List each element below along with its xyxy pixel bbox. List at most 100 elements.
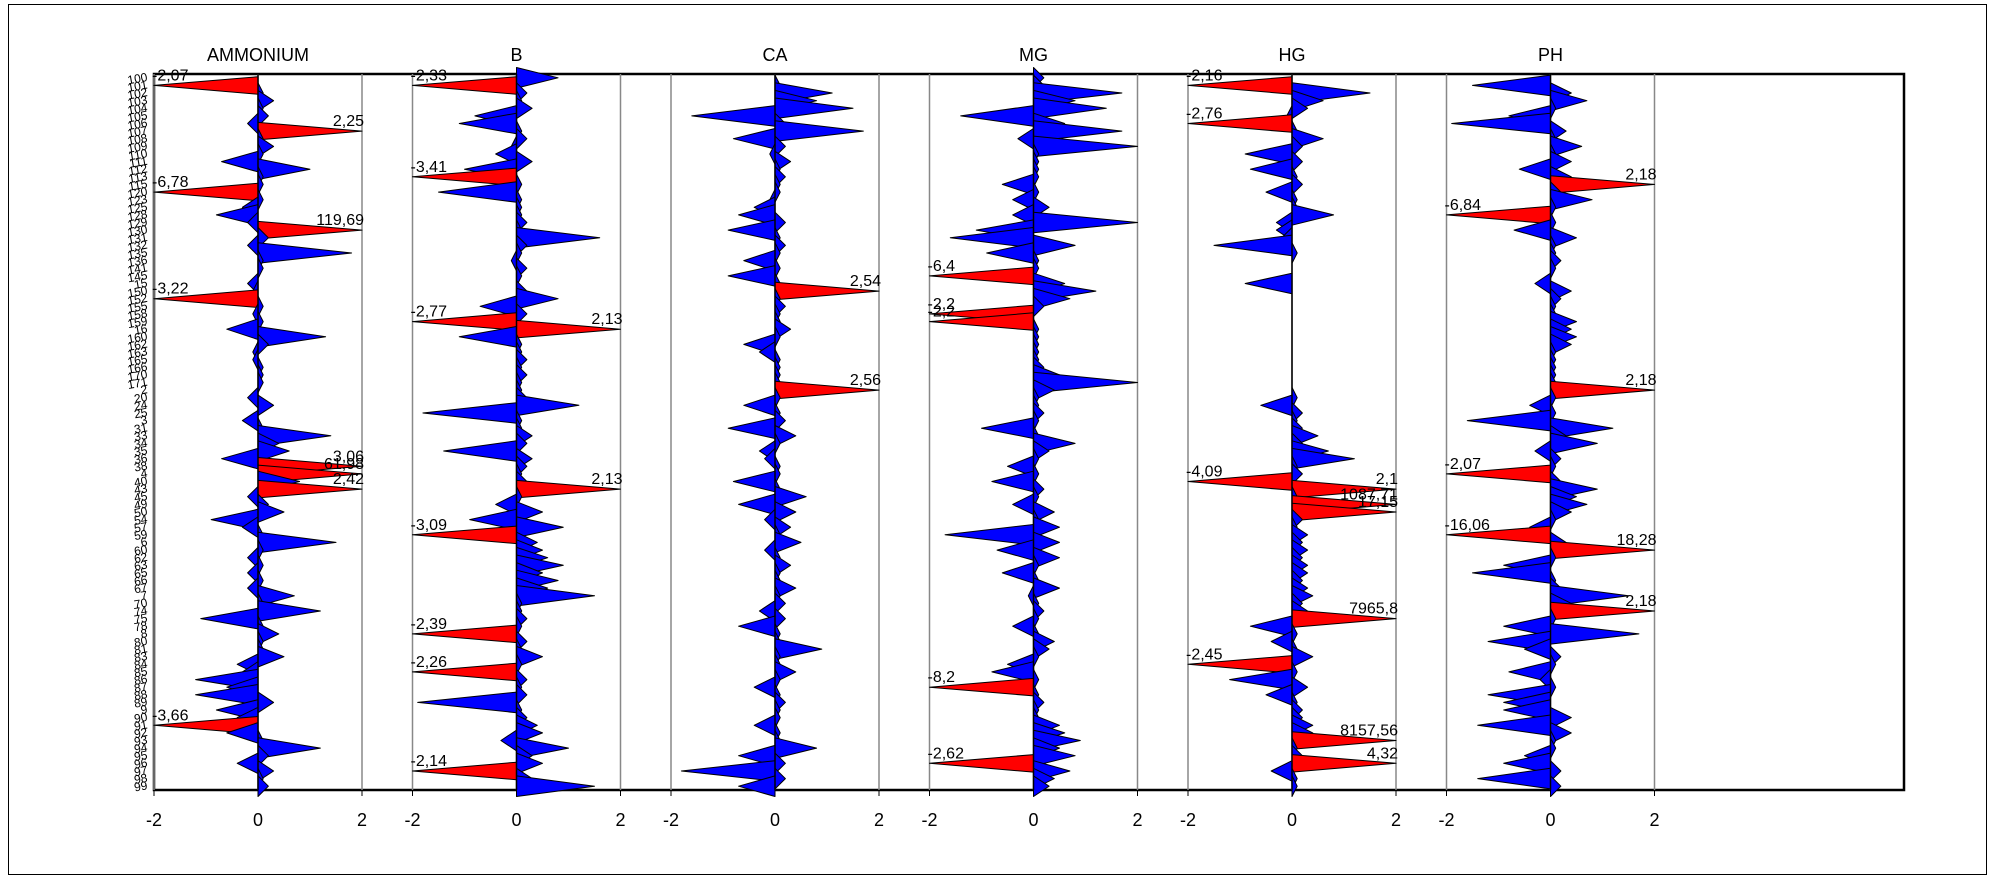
value-label: 2,18	[1625, 593, 1656, 610]
x-tick-label: 0	[770, 810, 780, 830]
y-tick-label: 108	[126, 131, 148, 148]
y-tick-label: 158	[126, 306, 148, 323]
value-spike	[944, 524, 1034, 546]
y-tick-label: 155	[126, 298, 148, 315]
value-spike	[764, 539, 776, 561]
value-label: 8157,56	[1340, 722, 1398, 739]
y-tick-label: 90	[133, 710, 149, 726]
value-label: 1087,71	[1340, 486, 1398, 503]
y-tick-label: 141	[126, 260, 148, 277]
value-spike	[774, 531, 802, 554]
y-tick-label: 86	[133, 672, 149, 688]
value-spike	[1534, 440, 1551, 462]
x-tick-label: -2	[663, 810, 679, 830]
value-spike	[443, 440, 517, 462]
value-spike	[691, 105, 776, 127]
value-spike	[1012, 493, 1034, 516]
y-tick-label: 2	[140, 382, 149, 397]
value-spike	[1513, 219, 1551, 241]
value-spike	[1033, 577, 1060, 599]
y-tick-label: 125	[126, 199, 148, 216]
value-spike	[1550, 775, 1562, 797]
value-label: -6,78	[152, 174, 189, 191]
y-tick-label: 35	[133, 443, 149, 459]
y-tick-label: 81	[133, 641, 149, 657]
y-tick-label: 67	[133, 580, 149, 596]
y-tick-label: 171	[126, 375, 148, 392]
y-tick-label: 3	[140, 413, 149, 428]
value-label: -2,16	[1186, 67, 1223, 84]
y-tick-label: 131	[126, 230, 148, 247]
x-tick-label: 0	[511, 810, 521, 830]
y-tick-label: 128	[126, 207, 148, 224]
value-spike	[257, 242, 353, 264]
y-tick-label: 20	[133, 390, 149, 406]
y-tick-label: 111	[128, 154, 149, 171]
y-tick-label: 34	[133, 436, 149, 452]
y-tick-label: 43	[133, 481, 149, 497]
panel-mg: MG -2 0 2 -6,4 -2,2-2,2 -8,2 -2,62	[921, 45, 1142, 830]
y-tick-label: 99	[133, 778, 149, 794]
value-label: 3,06	[333, 448, 364, 465]
value-spike	[516, 227, 601, 249]
y-tick-label: 136	[126, 253, 148, 270]
x-tick-label: 2	[615, 810, 625, 830]
y-tick-label: 113	[127, 169, 149, 186]
y-tick-label: 15	[133, 276, 149, 292]
value-spike	[500, 729, 517, 752]
value-label: -6,84	[1445, 197, 1482, 214]
y-tick-label: 115	[127, 177, 149, 194]
y-tick-label: 38	[133, 458, 149, 474]
y-tick-label: 66	[133, 573, 149, 589]
y-tick-label: 83	[133, 649, 149, 665]
value-spike	[727, 219, 776, 241]
x-tick-label: 0	[1028, 810, 1038, 830]
value-spike	[510, 249, 517, 272]
x-tick-label: 0	[1287, 810, 1297, 830]
value-label: 2,18	[1625, 372, 1656, 389]
value-spike	[1477, 767, 1551, 790]
value-spike	[516, 67, 559, 89]
y-tick-label: 123	[126, 192, 148, 209]
value-spike	[1249, 615, 1293, 637]
value-spike	[247, 112, 259, 135]
panel-title: HG	[1279, 45, 1306, 65]
y-tick-label: 4	[140, 466, 149, 481]
panel-b: B -2 0 2 -2,33 -3,41 -2,77 2,13 2,13 -3,09 -2,39 -2…	[404, 45, 625, 830]
value-label: -16,06	[1445, 517, 1490, 534]
y-tick-label: 152	[126, 291, 148, 308]
y-tick-label: 8	[140, 626, 149, 641]
value-spike	[417, 691, 517, 714]
y-tick-label: 54	[133, 512, 149, 528]
value-label: -2,2	[928, 296, 956, 313]
y-tick-label: 166	[126, 359, 148, 376]
value-spike	[1249, 158, 1293, 180]
value-label: 2,42	[333, 471, 364, 488]
y-tick-label: 132	[126, 238, 148, 255]
value-spike	[236, 752, 259, 775]
y-tick-label: 145	[126, 268, 148, 285]
y-tick-label: 6	[140, 535, 149, 550]
value-spike	[727, 265, 776, 287]
value-label: 4,32	[1367, 745, 1398, 762]
x-tick-label: 2	[1391, 810, 1401, 830]
y-tick-label: 59	[133, 527, 149, 543]
value-label: -3,22	[152, 281, 189, 298]
value-spike	[1265, 181, 1293, 203]
y-tick-label: 162	[126, 337, 148, 354]
y-tick-label: 101	[126, 78, 148, 95]
value-spike	[257, 645, 285, 668]
y-tick-label: 100	[126, 70, 148, 87]
value-spike	[1518, 158, 1551, 180]
value-spike	[1291, 242, 1298, 264]
value-spike	[516, 97, 533, 120]
value-spike	[1260, 394, 1293, 417]
y-tick-label: 92	[133, 725, 149, 741]
y-tick-label: 104	[126, 100, 148, 117]
value-spike	[516, 287, 559, 310]
value-spike	[516, 516, 564, 538]
y-tick-label: 106	[126, 116, 148, 133]
value-spike	[226, 318, 259, 340]
value-spike	[774, 767, 786, 790]
value-spike	[200, 607, 259, 630]
